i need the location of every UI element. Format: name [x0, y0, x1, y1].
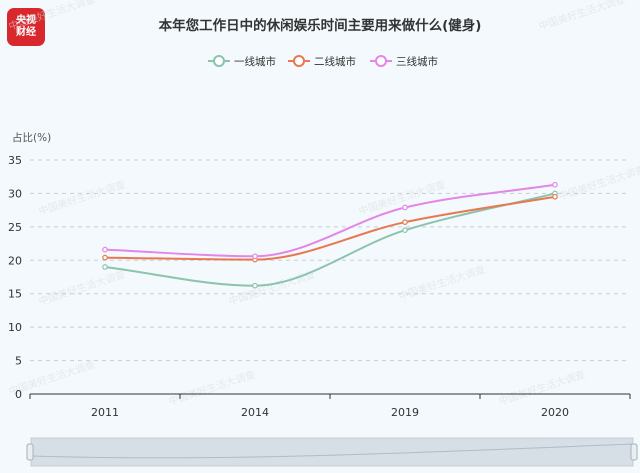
y-axis-label: 占比(%) — [12, 131, 51, 144]
watermark-text: 中国美好生活大调查 — [537, 0, 627, 33]
watermark-text: 中国美好生活大调查 — [7, 0, 97, 33]
x-tick-label: 2019 — [391, 406, 419, 419]
y-tick-label: 0 — [15, 388, 22, 401]
legend-marker-3[interactable] — [375, 55, 387, 67]
watermark-text: 中国美好生活大调查 — [357, 178, 447, 218]
data-point-series-2[interactable] — [102, 254, 108, 261]
watermark-text: 中国美好生活大调查 — [397, 263, 487, 303]
data-point-series-3[interactable] — [252, 253, 258, 260]
x-tick-label: 2011 — [91, 406, 119, 419]
y-tick-label: 5 — [15, 355, 22, 368]
legend-marker-2[interactable] — [293, 55, 305, 67]
legend-label-2: 二线城市 — [314, 55, 356, 68]
watermark-text: 中国美好生活大调查 — [497, 368, 587, 408]
data-point-series-2[interactable] — [402, 219, 408, 225]
y-tick-label: 25 — [8, 221, 22, 234]
watermark-text: 中国美好生活大调查 — [37, 268, 127, 308]
logo-text-line1: 央视 — [16, 15, 36, 26]
zoom-slider-track[interactable] — [30, 437, 634, 467]
y-tick-label: 10 — [8, 321, 22, 334]
series-line-2 — [104, 195, 556, 261]
zoom-slider-preview — [30, 443, 634, 459]
legend-marker-1[interactable] — [213, 55, 225, 67]
watermark-text: 中国美好生活大调查 — [167, 368, 257, 408]
data-point-series-3[interactable] — [402, 204, 408, 211]
chart-title: 本年您工作日中的休闲娱乐时间主要用来做什么(健身) — [159, 17, 482, 34]
brand-logo: 央视 财经 — [7, 8, 45, 46]
y-tick-label: 30 — [8, 187, 22, 200]
watermark-text: 中国美好生活大调查 — [557, 163, 640, 203]
y-tick-label: 20 — [8, 254, 22, 267]
x-tick-label: 2014 — [241, 406, 269, 419]
zoom-handle-left[interactable] — [26, 443, 34, 461]
data-point-series-1[interactable] — [102, 264, 108, 270]
legend-label-3: 三线城市 — [396, 55, 438, 68]
data-point-series-3[interactable] — [552, 181, 558, 188]
y-tick-label: 35 — [8, 154, 22, 167]
data-point-series-1[interactable] — [252, 282, 258, 289]
watermark-text: 中国美好生活大调查 — [227, 268, 317, 308]
logo-text-line2: 财经 — [16, 27, 36, 38]
data-point-series-2[interactable] — [552, 193, 558, 200]
series-line-3 — [104, 183, 556, 258]
x-tick-label: 2020 — [541, 406, 569, 419]
legend-label-1: 一线城市 — [234, 55, 276, 68]
series-line-1 — [104, 192, 556, 287]
data-point-series-1[interactable] — [402, 227, 408, 234]
watermark-text: 中国美好生活大调查 — [37, 178, 127, 218]
zoom-handle-right[interactable] — [630, 443, 638, 461]
data-point-series-3[interactable] — [102, 246, 108, 253]
y-tick-label: 15 — [8, 288, 22, 301]
